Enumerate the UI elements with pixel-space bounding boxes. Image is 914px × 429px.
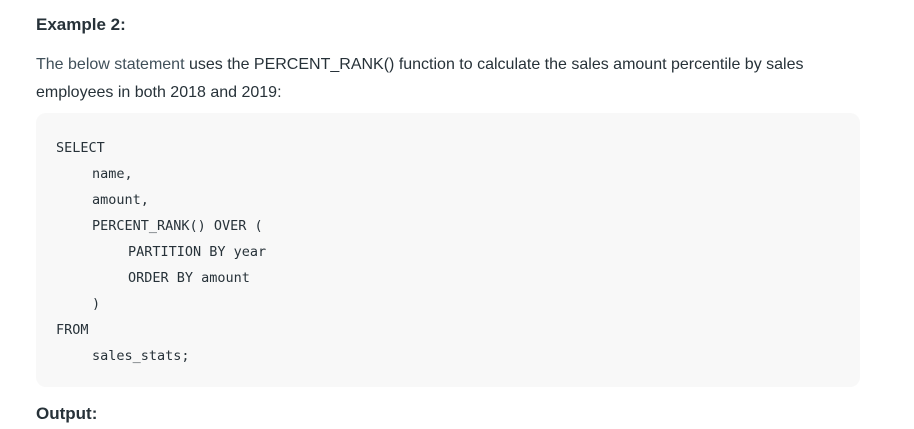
code-line-from: FROM xyxy=(56,322,89,338)
description-body: uses the PERCENT_RANK() function to calc… xyxy=(36,56,804,101)
description-paragraph: The below statement uses the PERCENT_RAN… xyxy=(36,51,876,107)
description-intro: The below statement xyxy=(36,56,185,73)
code-line-partition-by: PARTITION BY year xyxy=(128,244,267,260)
code-line-name: name, xyxy=(92,166,133,182)
sql-code-block[interactable]: SELECT name, amount, PERCENT_RANK() OVER ( P… xyxy=(36,113,860,387)
code-line-amount: amount, xyxy=(92,192,149,208)
code-line-select: SELECT xyxy=(56,140,105,156)
output-heading: Output: xyxy=(36,404,98,423)
sql-code: SELECT name, amount, PERCENT_RANK() OVER ( P… xyxy=(56,135,840,369)
code-line-order-by: ORDER BY amount xyxy=(128,270,250,286)
code-line-close-paren: ) xyxy=(92,296,101,312)
code-line-table: sales_stats; xyxy=(92,348,190,364)
example-heading: Example 2: xyxy=(36,15,126,34)
code-line-percent-rank: PERCENT_RANK() OVER ( xyxy=(92,218,263,234)
